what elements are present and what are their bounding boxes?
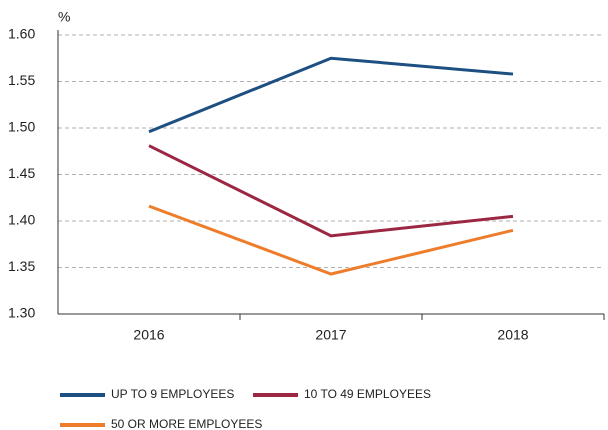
x-tick-label: 2018 — [497, 327, 528, 343]
line-series — [148, 204, 514, 276]
y-tick-label: 1.40 — [8, 212, 35, 228]
x-tick-label: 2016 — [133, 327, 164, 343]
y-tick-label: 1.30 — [8, 305, 35, 321]
y-tick-label: 1.35 — [8, 258, 35, 274]
line-series — [148, 144, 514, 238]
y-tick-label: 1.50 — [8, 119, 35, 135]
y-tick-label: 1.45 — [8, 165, 35, 181]
x-tick-label: 2017 — [315, 327, 346, 343]
line-series — [148, 56, 514, 134]
y-axis-label: % — [58, 9, 70, 25]
legend-label: 10 TO 49 EMPLOYEES — [304, 387, 431, 401]
legend-label: 50 OR MORE EMPLOYEES — [111, 417, 262, 430]
legend-label: UP TO 9 EMPLOYEES — [111, 387, 234, 401]
y-tick-label: 1.60 — [8, 26, 35, 42]
y-tick-label: 1.55 — [8, 72, 35, 88]
